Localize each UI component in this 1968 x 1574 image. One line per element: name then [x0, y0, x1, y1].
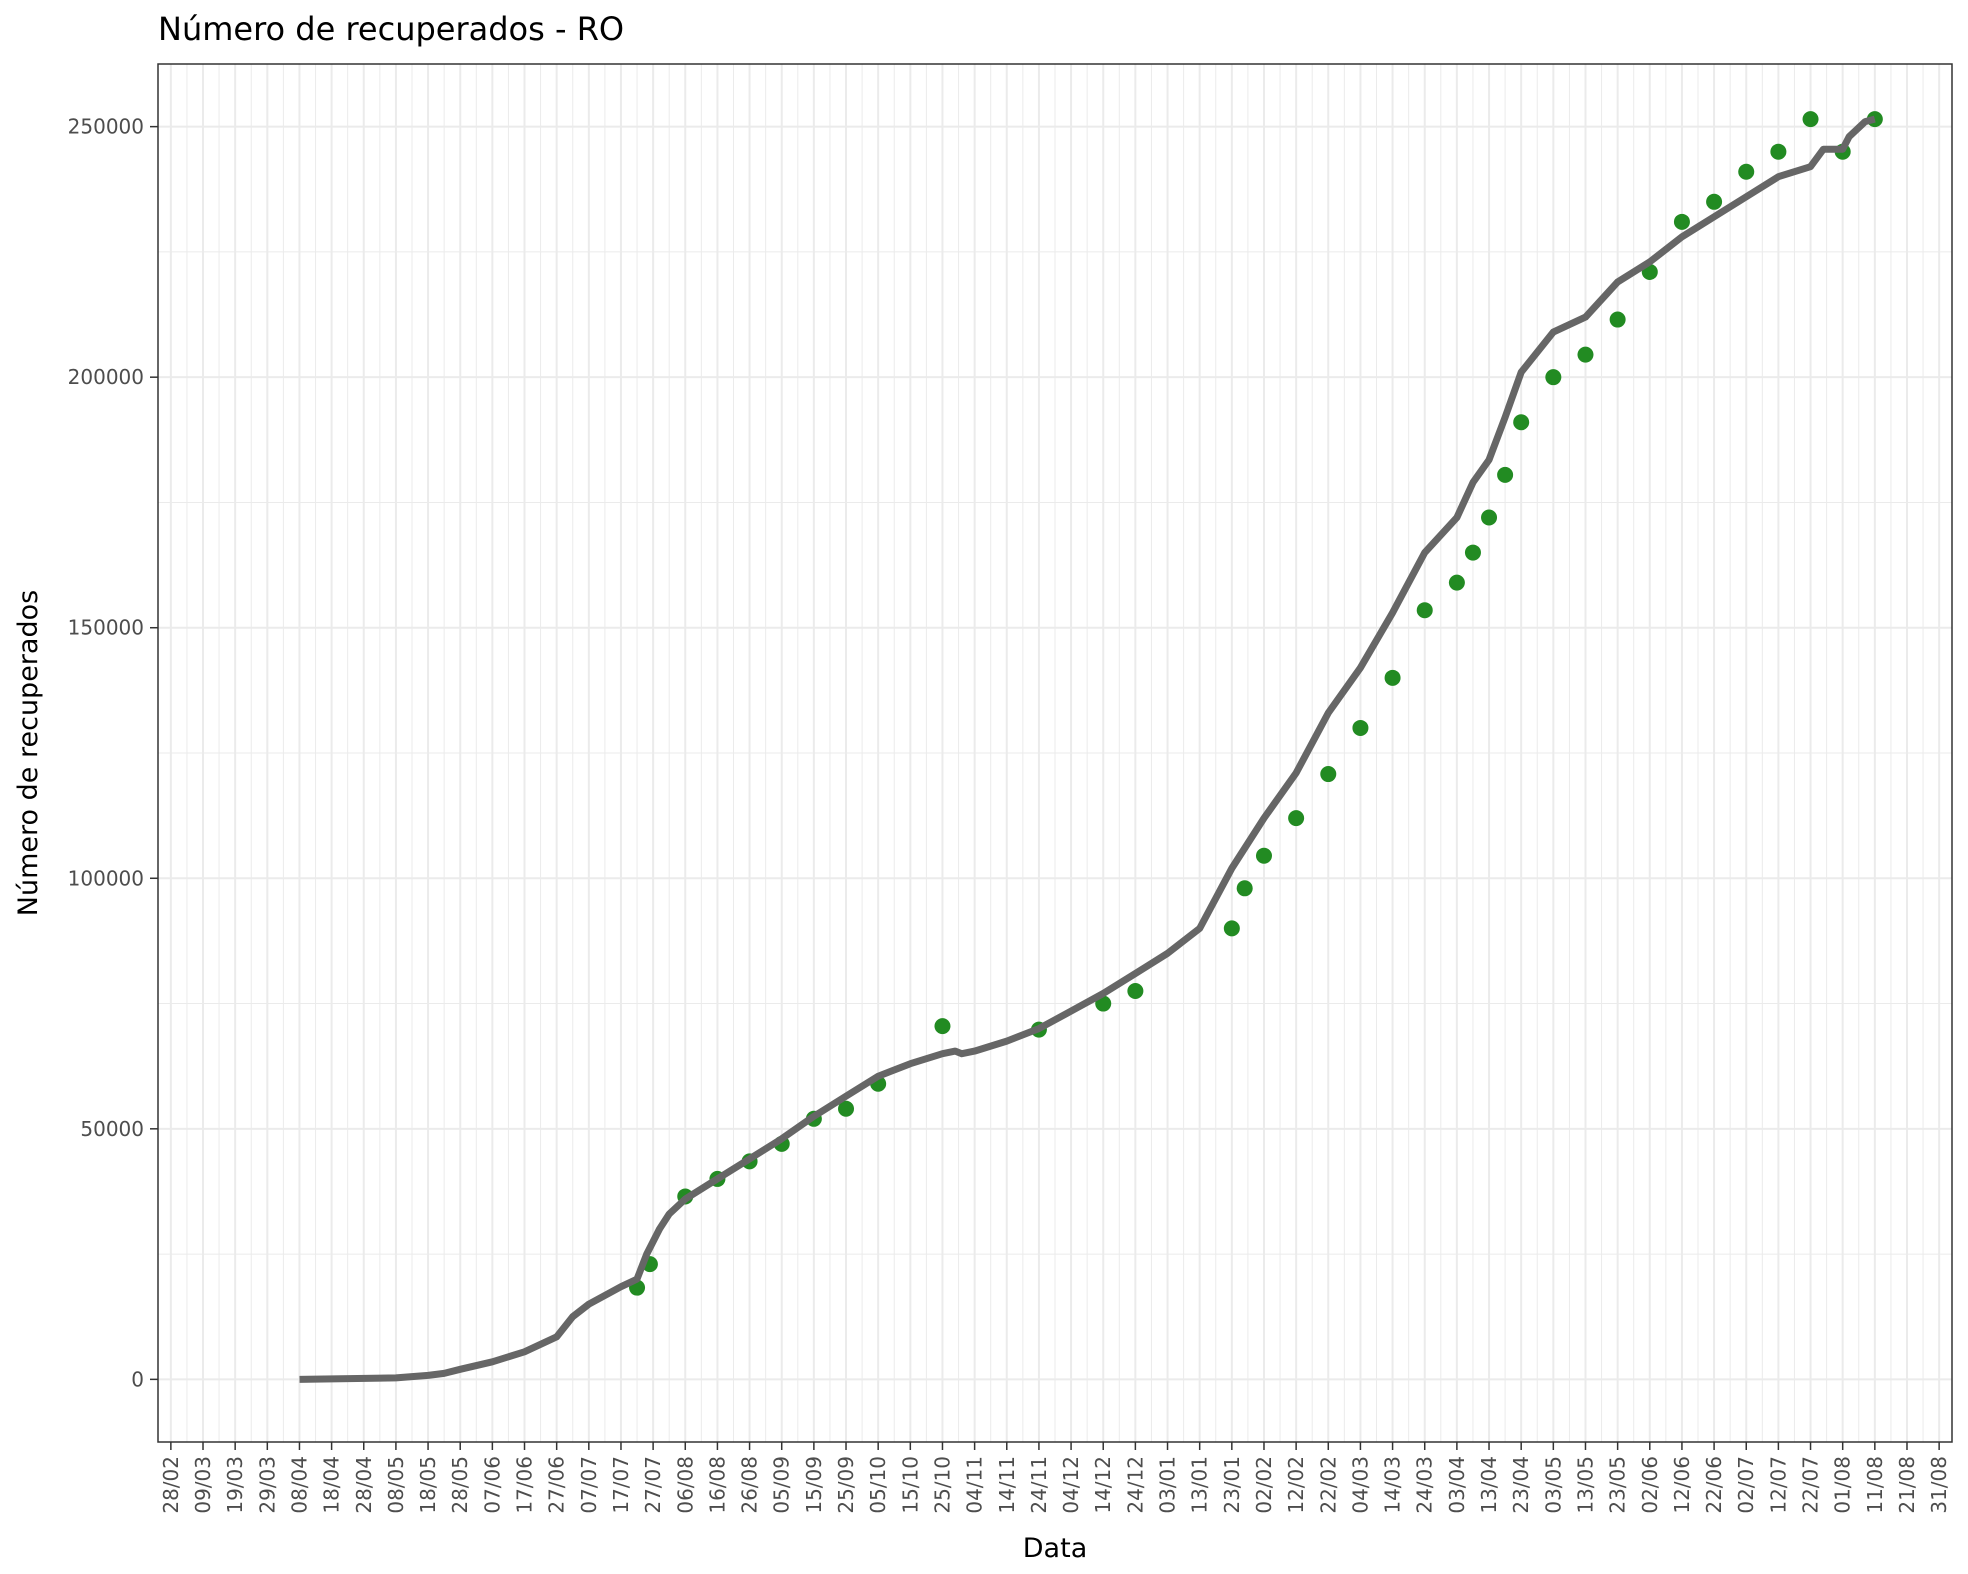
y-tick-label: 0: [131, 1367, 144, 1391]
recovered-line: [299, 115, 1876, 1383]
x-tick-label: 26/08: [738, 1456, 762, 1514]
y-tick-label: 200000: [68, 365, 144, 389]
y-axis: 0 50000 100000 150000 200000 250000: [68, 115, 158, 1391]
y-tick-label: 250000: [68, 115, 144, 139]
x-tick-label: 19/03: [223, 1456, 247, 1514]
recovered-points: [629, 111, 1883, 1296]
x-tick-label: 04/12: [1059, 1456, 1083, 1514]
data-point: [838, 1100, 855, 1117]
data-point: [1127, 983, 1144, 1000]
x-tick-label: 13/05: [1573, 1456, 1597, 1514]
x-tick-label: 08/05: [384, 1456, 408, 1514]
x-tick-label: 14/11: [995, 1456, 1019, 1514]
x-tick-label: 03/01: [1156, 1456, 1180, 1514]
x-tick-label: 27/06: [545, 1456, 569, 1514]
y-tick-label: 150000: [68, 616, 144, 640]
data-point: [1497, 466, 1514, 483]
data-point: [1802, 111, 1819, 128]
x-tick-label: 14/03: [1381, 1456, 1405, 1514]
x-tick-label: 21/08: [1895, 1456, 1919, 1514]
data-point: [1416, 602, 1433, 619]
x-tick-label: 05/10: [866, 1456, 890, 1514]
data-point: [1673, 213, 1690, 230]
x-tick-label: 16/08: [705, 1456, 729, 1514]
x-tick-label: 18/05: [416, 1456, 440, 1514]
data-point: [1738, 163, 1755, 180]
data-point: [1236, 880, 1253, 897]
data-point: [1223, 920, 1240, 937]
x-tick-label: 02/06: [1638, 1456, 1662, 1514]
x-tick-label: 12/07: [1766, 1456, 1790, 1514]
y-axis-title: Número de recuperados: [13, 590, 44, 916]
data-point: [1288, 810, 1305, 827]
x-tick-label: 02/02: [1252, 1456, 1276, 1514]
y-tick-label: 100000: [68, 866, 144, 890]
data-point: [1770, 143, 1787, 160]
data-point: [1448, 574, 1465, 591]
x-tick-label: 09/03: [191, 1456, 215, 1514]
data-point: [1255, 847, 1272, 864]
x-tick-label: 12/06: [1670, 1456, 1694, 1514]
x-tick-label: 02/07: [1734, 1456, 1758, 1514]
x-tick-label: 28/05: [448, 1456, 472, 1514]
x-tick-label: 03/04: [1445, 1456, 1469, 1514]
data-point: [1577, 346, 1594, 363]
x-tick-label: 24/12: [1123, 1456, 1147, 1514]
x-tick-label: 13/01: [1188, 1456, 1212, 1514]
data-point: [1545, 369, 1562, 386]
x-tick-label: 24/11: [1027, 1456, 1051, 1514]
data-point: [1352, 719, 1369, 736]
x-tick-label: 18/04: [320, 1456, 344, 1514]
x-tick-label: 15/10: [898, 1456, 922, 1514]
x-tick-label: 25/10: [930, 1456, 954, 1514]
data-point: [1706, 193, 1723, 210]
x-tick-label: 01/08: [1831, 1456, 1855, 1514]
x-tick-label: 28/04: [352, 1456, 376, 1514]
chart-title: Número de recuperados - RO: [158, 10, 624, 48]
x-tick-label: 12/02: [1284, 1456, 1308, 1514]
x-tick-label: 31/08: [1927, 1456, 1951, 1514]
x-tick-label: 27/07: [641, 1456, 665, 1514]
x-tick-label: 11/08: [1863, 1456, 1887, 1514]
x-tick-label: 28/02: [159, 1456, 183, 1514]
major-gridlines: [158, 64, 1952, 1442]
minor-gridlines: [158, 64, 1952, 1442]
x-tick-label: 29/03: [255, 1456, 279, 1514]
y-tick-label: 50000: [80, 1117, 144, 1141]
x-tick-label: 23/04: [1509, 1456, 1533, 1514]
x-tick-label: 25/09: [834, 1456, 858, 1514]
x-axis-title: Data: [1023, 1533, 1087, 1564]
x-tick-label: 13/04: [1477, 1456, 1501, 1514]
x-tick-label: 22/02: [1316, 1456, 1340, 1514]
x-tick-label: 22/06: [1702, 1456, 1726, 1514]
x-tick-label: 23/01: [1220, 1456, 1244, 1514]
x-tick-label: 07/06: [480, 1456, 504, 1514]
x-tick-label: 06/08: [673, 1456, 697, 1514]
x-tick-label: 04/03: [1348, 1456, 1372, 1514]
x-tick-label: 07/07: [577, 1456, 601, 1514]
panel-border: [157, 63, 1953, 1443]
x-tick-label: 22/07: [1799, 1456, 1823, 1514]
x-tick-label: 05/09: [770, 1456, 794, 1514]
x-tick-label: 24/03: [1413, 1456, 1437, 1514]
x-tick-label: 17/06: [513, 1456, 537, 1514]
x-tick-label: 04/11: [963, 1456, 987, 1514]
data-point: [1464, 544, 1481, 561]
x-tick-label: 23/05: [1606, 1456, 1630, 1514]
data-point: [1609, 311, 1626, 328]
x-tick-label: 15/09: [802, 1456, 826, 1514]
x-tick-label: 03/05: [1541, 1456, 1565, 1514]
x-tick-label: 14/12: [1091, 1456, 1115, 1514]
data-point: [1481, 509, 1498, 526]
x-tick-label: 17/07: [609, 1456, 633, 1514]
x-tick-label: 08/04: [287, 1456, 311, 1514]
x-axis: 28/02 09/03 19/03 29/03 08/04 18/04 28/04 08/05…: [159, 1442, 1951, 1514]
data-point: [1320, 766, 1337, 783]
data-point: [1384, 669, 1401, 686]
data-point: [934, 1018, 951, 1035]
data-point: [1513, 414, 1530, 431]
